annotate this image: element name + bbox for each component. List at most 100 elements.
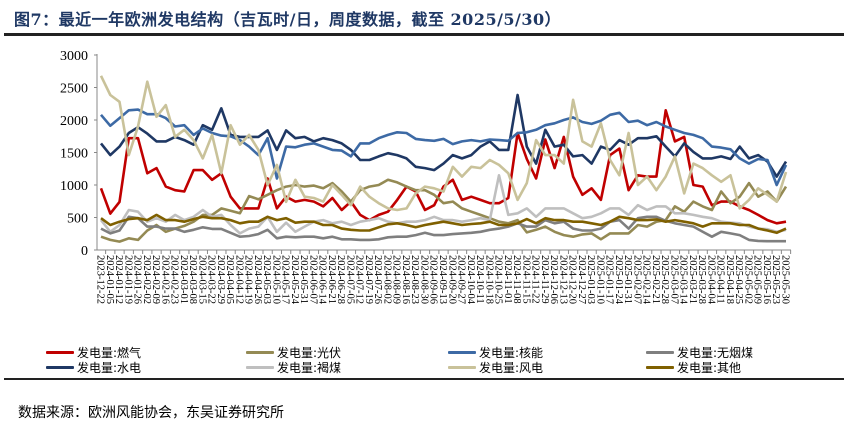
legend-item: 发电量:光伏 xyxy=(246,344,341,361)
x-tick-label: 2024-03-22 xyxy=(206,255,217,304)
x-tick-label: 2025-02-07 xyxy=(631,255,642,304)
series-line-6 xyxy=(100,215,786,243)
legend-swatch xyxy=(448,351,476,354)
x-tick-label: 2024-04-26 xyxy=(252,255,263,304)
legend-item: 发电量:燃气 xyxy=(46,344,141,361)
legend-label: 发电量:风电 xyxy=(479,361,544,375)
x-tick-label: 2025-05-16 xyxy=(761,255,772,304)
x-tick-label: 2025-03-07 xyxy=(668,255,679,304)
legend-item: 发电量:核能 xyxy=(448,344,543,361)
x-tick-label: 2024-09-27 xyxy=(456,255,467,304)
x-tick-label: 2024-05-17 xyxy=(280,255,291,304)
legend-item: 发电量:无烟煤 xyxy=(646,344,753,361)
x-tick-label: 2024-04-12 xyxy=(233,255,244,304)
legend-item: 发电量:水电 xyxy=(46,359,141,376)
legend-label: 发电量:无烟煤 xyxy=(677,346,754,360)
x-tick-label: 2024-06-28 xyxy=(335,255,346,304)
y-tick-label: 1500 xyxy=(60,147,88,162)
x-tick-label: 2025-02-28 xyxy=(659,255,670,304)
bottom-divider xyxy=(4,378,844,380)
x-tick-label: 2025-04-04 xyxy=(705,255,716,305)
chart-title: 图7：最近一年欧洲发电结构（吉瓦时/日，周度数据，截至 2025/5/30） xyxy=(14,10,562,29)
y-tick-label: 2000 xyxy=(60,114,88,129)
x-tick-label: 2025-03-14 xyxy=(678,255,689,305)
x-tick-label: 2024-12-06 xyxy=(548,255,559,304)
source-note: 数据来源：欧洲风能协会，东吴证券研究所 xyxy=(18,405,284,421)
x-tick-label: 2025-05-30 xyxy=(780,255,791,304)
legend-swatch xyxy=(646,351,674,354)
x-tick-label: 2023-12-22 xyxy=(95,255,106,304)
legend-swatch xyxy=(46,351,74,354)
x-tick-label: 2024-07-05 xyxy=(344,255,355,304)
series-lines xyxy=(99,75,788,243)
x-tick-label: 2024-02-02 xyxy=(141,255,152,304)
x-tick-label: 2024-02-23 xyxy=(169,255,180,304)
series-line-1 xyxy=(99,93,788,178)
x-tick-label: 2024-07-26 xyxy=(372,255,383,304)
x-tick-label: 2025-04-25 xyxy=(733,255,744,304)
x-tick-label: 2025-03-21 xyxy=(687,255,698,304)
x-tick-label: 2024-09-20 xyxy=(446,255,457,304)
legend-item: 发电量:其他 xyxy=(646,359,741,376)
x-tick-label: 2024-08-16 xyxy=(400,255,411,304)
x-tick-label: 2024-12-13 xyxy=(557,255,568,304)
legend-swatch xyxy=(246,351,274,354)
x-tick-label: 2024-08-30 xyxy=(418,255,429,304)
x-tick-label: 2024-12-27 xyxy=(576,255,587,304)
legend-label: 发电量:其他 xyxy=(677,361,742,375)
x-tick-label: 2024-05-03 xyxy=(261,255,272,304)
x-tick-label: 2024-01-19 xyxy=(122,255,133,304)
legend-label: 发电量:光伏 xyxy=(277,346,342,360)
x-tick-label: 2025-02-14 xyxy=(641,255,652,305)
x-tick-label: 2024-08-02 xyxy=(381,255,392,304)
x-tick-label: 2024-06-07 xyxy=(307,255,318,304)
x-tick-label: 2025-05-09 xyxy=(752,255,763,304)
x-tick-label: 2024-11-08 xyxy=(511,255,522,304)
legend-swatch xyxy=(448,366,476,369)
x-tick-label: 2025-04-11 xyxy=(715,255,726,304)
series-line-7 xyxy=(100,213,787,235)
x-tick-label: 2024-04-05 xyxy=(224,255,235,304)
x-tick-label: 2025-01-31 xyxy=(622,255,633,304)
y-tick-label: 1000 xyxy=(60,179,88,194)
legend-swatch xyxy=(646,366,674,369)
x-tick-label: 2024-08-09 xyxy=(391,255,402,304)
x-tick-label: 2024-03-01 xyxy=(178,255,189,304)
x-tick-label: 2024-09-13 xyxy=(437,255,448,304)
axes: 0500100015002000250030002023-12-222024-0… xyxy=(60,49,792,305)
x-tick-label: 2024-11-01 xyxy=(502,255,513,304)
x-tick-label: 2024-12-20 xyxy=(567,255,578,304)
legend-swatch xyxy=(46,366,74,369)
y-tick-label: 500 xyxy=(67,212,88,227)
x-tick-label: 2025-05-02 xyxy=(742,255,753,304)
x-tick-label: 2024-04-19 xyxy=(243,255,254,304)
legend-item: 发电量:风电 xyxy=(448,359,543,376)
legend-label: 发电量:褐煤 xyxy=(277,361,342,375)
x-tick-label: 2024-08-23 xyxy=(409,255,420,304)
legend-label: 发电量:燃气 xyxy=(77,346,142,360)
x-tick-label: 2025-01-10 xyxy=(594,255,605,304)
x-tick-label: 2024-01-12 xyxy=(113,255,124,304)
x-tick-label: 2024-01-05 xyxy=(104,255,115,304)
x-tick-label: 2024-03-08 xyxy=(187,255,198,304)
x-tick-label: 2024-11-15 xyxy=(520,255,531,304)
legend-label: 发电量:水电 xyxy=(77,361,142,375)
x-tick-label: 2025-02-21 xyxy=(650,255,661,304)
x-tick-label: 2024-07-12 xyxy=(354,255,365,304)
x-tick-label: 2024-02-09 xyxy=(150,255,161,304)
x-tick-label: 2024-11-29 xyxy=(539,255,550,304)
x-tick-label: 2024-10-18 xyxy=(483,255,494,304)
legend-label: 发电量:核能 xyxy=(479,346,544,360)
x-tick-label: 2025-01-03 xyxy=(585,255,596,304)
x-tick-label: 2024-10-25 xyxy=(493,255,504,304)
x-tick-label: 2024-06-14 xyxy=(317,255,328,305)
x-tick-label: 2024-11-22 xyxy=(530,255,541,304)
x-tick-label: 2024-10-04 xyxy=(465,255,476,305)
x-tick-label: 2024-03-29 xyxy=(215,255,226,304)
x-tick-label: 2024-02-16 xyxy=(159,255,170,304)
x-tick-label: 2024-01-26 xyxy=(132,255,143,304)
series-line-4 xyxy=(100,108,788,187)
x-tick-label: 2024-06-21 xyxy=(326,255,337,304)
x-tick-label: 2025-05-23 xyxy=(770,255,781,304)
x-tick-label: 2024-07-19 xyxy=(363,255,374,304)
